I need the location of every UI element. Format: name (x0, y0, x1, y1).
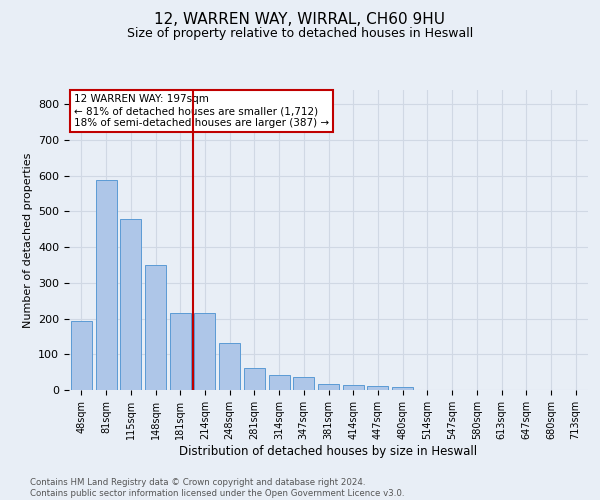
Bar (71, 321, 92, 390)
Bar (367, 386, 388, 390)
Bar (194, 313, 215, 390)
Bar (343, 384, 364, 390)
Y-axis label: Number of detached properties: Number of detached properties (23, 152, 32, 328)
Text: Contains HM Land Registry data © Crown copyright and database right 2024.
Contai: Contains HM Land Registry data © Crown c… (30, 478, 404, 498)
Bar (244, 368, 265, 390)
Text: Size of property relative to detached houses in Heswall: Size of property relative to detached ho… (127, 28, 473, 40)
Bar (269, 374, 290, 390)
Bar (170, 313, 191, 390)
Bar (120, 218, 141, 390)
Bar (219, 343, 240, 390)
Bar (145, 264, 166, 390)
Bar (318, 384, 339, 390)
Bar (392, 387, 413, 390)
Bar (95, 180, 116, 390)
Text: 12 WARREN WAY: 197sqm
← 81% of detached houses are smaller (1,712)
18% of semi-d: 12 WARREN WAY: 197sqm ← 81% of detached … (74, 94, 329, 128)
Bar (293, 377, 314, 390)
Text: 12, WARREN WAY, WIRRAL, CH60 9HU: 12, WARREN WAY, WIRRAL, CH60 9HU (155, 12, 445, 28)
X-axis label: Distribution of detached houses by size in Heswall: Distribution of detached houses by size … (179, 444, 478, 458)
